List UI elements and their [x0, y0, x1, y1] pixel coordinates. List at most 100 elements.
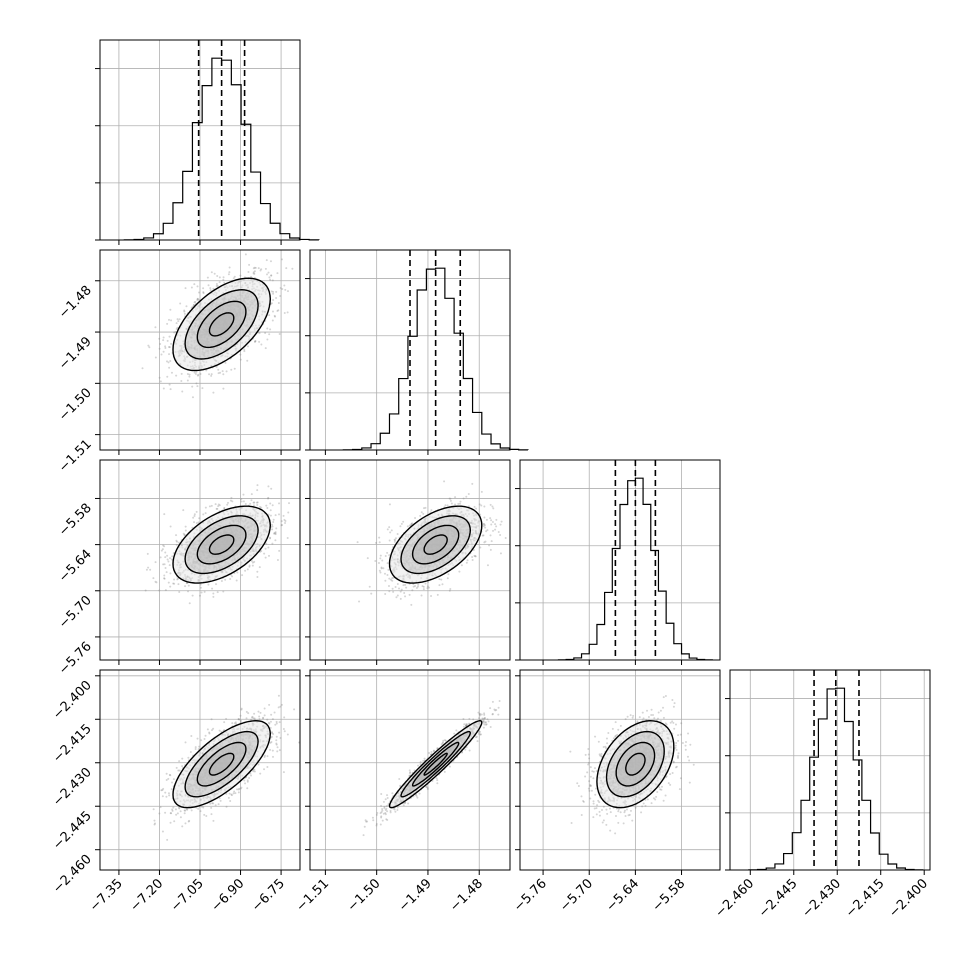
panel-0-0 [95, 39, 320, 245]
sample-point [203, 590, 206, 593]
sample-point [263, 768, 266, 771]
sample-point [387, 585, 390, 588]
sample-point [388, 539, 391, 542]
sample-point [252, 717, 255, 720]
sample-point [384, 592, 387, 595]
sample-point [168, 383, 171, 386]
sample-point [222, 387, 225, 390]
sample-point [243, 350, 246, 353]
sample-point [172, 806, 175, 809]
sample-point [283, 284, 286, 287]
sample-point [386, 528, 389, 531]
sample-point [478, 503, 481, 506]
sample-point [473, 505, 476, 508]
sample-point [215, 285, 218, 288]
sample-point [490, 523, 493, 526]
sample-point [253, 270, 256, 273]
sample-point [163, 574, 166, 577]
sample-point [255, 501, 258, 504]
sample-point [207, 583, 210, 586]
sample-point [263, 552, 266, 555]
sample-point [186, 372, 189, 375]
sample-point [215, 283, 218, 286]
sample-point [282, 514, 285, 517]
sample-point [239, 358, 242, 361]
sample-point [275, 290, 278, 293]
sample-point [199, 586, 202, 589]
sample-point [186, 582, 189, 585]
sample-point [288, 502, 291, 505]
sample-point [379, 571, 382, 574]
sample-point [183, 534, 186, 537]
sample-point [212, 287, 215, 290]
sample-point [205, 369, 208, 372]
sample-point [225, 792, 228, 795]
x-tick-label: −7.20 [128, 876, 167, 915]
sample-point [490, 519, 493, 522]
sample-point [233, 275, 236, 278]
sample-point [398, 587, 401, 590]
sample-point [165, 360, 168, 363]
sample-point [184, 529, 187, 532]
sample-point [158, 589, 161, 592]
sample-point [254, 266, 257, 269]
sample-point [185, 305, 188, 308]
sample-point [256, 503, 259, 506]
sample-point [260, 549, 263, 552]
sample-point [209, 289, 212, 292]
sample-point [443, 480, 446, 483]
sample-point [167, 581, 170, 584]
panel-1-1 [305, 249, 529, 455]
sample-point [274, 531, 277, 534]
sample-point [391, 577, 394, 580]
sample-point [197, 373, 200, 376]
sample-point [193, 514, 196, 517]
contour-line [208, 312, 235, 337]
y-tick-label: −1.49 [56, 334, 95, 373]
sample-point [412, 585, 415, 588]
sample-point [427, 586, 430, 589]
sample-point [273, 314, 276, 317]
sample-point [211, 587, 214, 590]
sample-point [474, 555, 477, 558]
contour-line [172, 505, 272, 584]
sample-point [454, 496, 457, 499]
sample-point [271, 310, 274, 313]
histogram-step [557, 477, 713, 661]
sample-point [259, 269, 262, 272]
sample-point [393, 539, 396, 542]
sample-point [182, 532, 185, 535]
sample-point [483, 523, 486, 526]
sample-point [185, 808, 188, 811]
sample-point [411, 522, 414, 525]
sample-point [260, 268, 263, 271]
sample-point [179, 810, 182, 813]
sample-point [185, 582, 188, 585]
sample-point [454, 503, 457, 506]
sample-point [174, 330, 177, 333]
contour-line [184, 288, 259, 360]
sample-point [283, 311, 286, 314]
contour-line [196, 524, 247, 565]
sample-point [250, 499, 253, 502]
sample-point [167, 361, 170, 364]
sample-point [169, 585, 172, 588]
y-tick-label: −2.445 [50, 808, 95, 853]
sample-point [271, 528, 274, 531]
contour-line [411, 524, 460, 565]
sample-point [141, 367, 144, 370]
sample-point [162, 387, 165, 390]
sample-point [446, 577, 449, 580]
y-tick-label: −2.400 [50, 678, 95, 723]
sample-point [466, 559, 469, 562]
sample-point [192, 303, 195, 306]
x-tick-label: −7.35 [87, 876, 126, 915]
sample-point [165, 571, 168, 574]
sample-point [499, 533, 502, 536]
sample-point [170, 558, 173, 561]
sample-point [162, 544, 165, 547]
sample-point [489, 548, 492, 551]
sample-point [386, 574, 389, 577]
sample-point [179, 302, 182, 305]
sample-point [210, 718, 213, 721]
